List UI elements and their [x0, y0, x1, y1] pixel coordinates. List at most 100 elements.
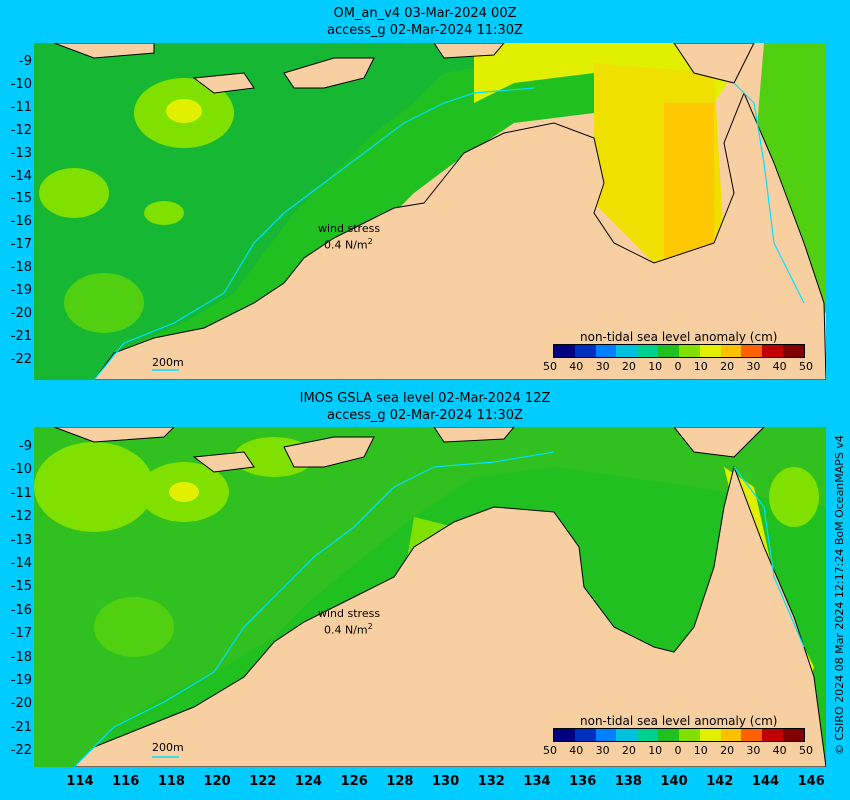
colorbar-segment	[616, 345, 638, 357]
colorbar-tick-label: 0	[674, 744, 682, 757]
colorbar-tick-label: 20	[621, 744, 636, 757]
top-colorbar-ticks: 50 40 30 20 10 0 10 20 30 40 50	[543, 360, 813, 373]
x-tick-label: 132	[477, 774, 505, 789]
colorbar-segment	[616, 729, 638, 741]
bottom-y-tick-label: -22	[10, 743, 32, 759]
bottom-y-tick-label: -18	[10, 649, 32, 665]
top-wind-label: wind stress	[318, 222, 381, 235]
colorbar-tick-label: 50	[798, 360, 813, 373]
colorbar-tick-label: 20	[621, 360, 636, 373]
bottom-y-tick-label: -16	[10, 602, 32, 618]
x-tick-label: 136	[569, 774, 597, 789]
colorbar-tick-label: 50	[798, 744, 813, 757]
top-wind-legend: wind stress 0.4 N/m2	[318, 222, 380, 252]
top-map-graphic	[34, 43, 826, 380]
colorbar-segment	[658, 345, 679, 357]
colorbar-tick-label: 10	[648, 744, 663, 757]
bottom-y-tick-label: -9	[19, 439, 32, 454]
bottom-y-tick-label: -20	[10, 696, 32, 712]
x-tick-label: 128	[386, 774, 414, 789]
colorbar-tick-label: 0	[674, 360, 682, 373]
colorbar-tick-label: 10	[648, 360, 663, 373]
colorbar-segment	[762, 345, 784, 357]
colorbar-tick-label: 20	[720, 360, 735, 373]
top-y-tick-label: -10	[10, 76, 32, 92]
bottom-y-tick-label: -12	[10, 509, 32, 525]
colorbar-segment	[783, 345, 804, 357]
top-map-panel	[34, 43, 826, 380]
colorbar-tick-label: 40	[569, 360, 584, 373]
colorbar-segment	[574, 345, 596, 357]
x-tick-label: 114	[66, 774, 94, 789]
bottom-colorbar	[553, 728, 805, 742]
top-y-tick-label: -14	[10, 168, 32, 184]
bottom-wind-legend: wind stress 0.4 N/m2	[318, 607, 380, 637]
colorbar-segment	[741, 345, 763, 357]
colorbar-segment	[720, 345, 742, 357]
colorbar-tick-label: 30	[595, 744, 610, 757]
colorbar-tick-label: 40	[569, 744, 584, 757]
x-tick-label: 118	[157, 774, 185, 789]
colorbar-segment	[762, 729, 784, 741]
x-tick-label: 116	[112, 774, 140, 789]
colorbar-tick-label: 20	[720, 744, 735, 757]
top-y-tick-label: -15	[10, 191, 32, 207]
top-y-tick-label: -18	[10, 260, 32, 276]
top-scale-label: 200m	[152, 356, 184, 369]
colorbar-segment	[720, 729, 742, 741]
x-tick-label: 142	[706, 774, 734, 789]
colorbar-segment	[699, 729, 721, 741]
top-colorbar-title: non-tidal sea level anomaly (cm)	[580, 330, 778, 344]
bottom-colorbar-ticks: 50 40 30 20 10 0 10 20 30 40 50	[543, 744, 813, 757]
x-tick-label: 130	[432, 774, 460, 789]
colorbar-segment	[699, 345, 721, 357]
x-tick-label: 120	[203, 774, 231, 789]
colorbar-tick-label: 30	[595, 360, 610, 373]
bottom-map-graphic	[34, 427, 826, 767]
bottom-y-tick-label: -13	[10, 532, 32, 548]
colorbar-segment	[554, 345, 575, 357]
top-y-tick-label: -17	[10, 237, 32, 253]
colorbar-tick-label: 50	[543, 360, 557, 373]
top-y-tick-label: -16	[10, 214, 32, 230]
bottom-map-panel	[34, 427, 826, 767]
colorbar-segment	[783, 729, 804, 741]
colorbar-segment	[595, 345, 617, 357]
top-y-tick-label: -19	[10, 283, 32, 298]
bottom-wind-value: 0.4 N/m2	[324, 622, 373, 637]
colorbar-segment	[554, 729, 575, 741]
bottom-y-tick-label: -14	[10, 556, 32, 571]
colorbar-segment	[678, 729, 700, 741]
credit-text: © CSIRO 2024 08 Mar 2024 12:17:24 BoM Oc…	[833, 435, 846, 755]
colorbar-tick-label: 10	[693, 744, 708, 757]
bottom-y-tick-label: -15	[10, 579, 32, 595]
top-wind-value: 0.4 N/m2	[324, 237, 373, 252]
colorbar-segment	[637, 729, 659, 741]
colorbar-tick-label: 40	[772, 744, 787, 757]
top-y-tick-label: -12	[10, 122, 32, 138]
x-tick-label: 126	[340, 774, 368, 789]
x-tick-label: 124	[294, 774, 323, 789]
top-y-tick-label: -21	[10, 328, 32, 344]
colorbar-segment	[741, 729, 763, 741]
bottom-y-tick-label: -10	[10, 462, 32, 478]
colorbar-tick-label: 50	[543, 744, 557, 757]
colorbar-tick-label: 10	[693, 360, 708, 373]
top-y-tick-label: -9	[19, 54, 32, 69]
bottom-y-tick-label: -11	[10, 485, 32, 501]
top-map-title: OM_an_v4 03-Mar-2024 00Z	[333, 6, 517, 21]
colorbar-segment	[658, 729, 679, 741]
top-y-tick-label: -20	[10, 305, 32, 321]
colorbar-segment	[637, 345, 659, 357]
top-map-subtitle: access_g 02-Mar-2024 11:30Z	[327, 23, 523, 38]
top-y-tick-label: -11	[10, 99, 32, 115]
bottom-wind-label: wind stress	[318, 607, 381, 620]
x-tick-label: 134	[523, 774, 551, 789]
top-colorbar	[553, 344, 805, 358]
bottom-colorbar-title: non-tidal sea level anomaly (cm)	[580, 714, 778, 728]
x-tick-label: 138	[614, 774, 642, 789]
x-tick-label: 146	[797, 774, 825, 789]
top-y-tick-label: -13	[10, 145, 32, 161]
colorbar-tick-label: 30	[746, 744, 761, 757]
x-tick-label: 140	[660, 774, 688, 789]
